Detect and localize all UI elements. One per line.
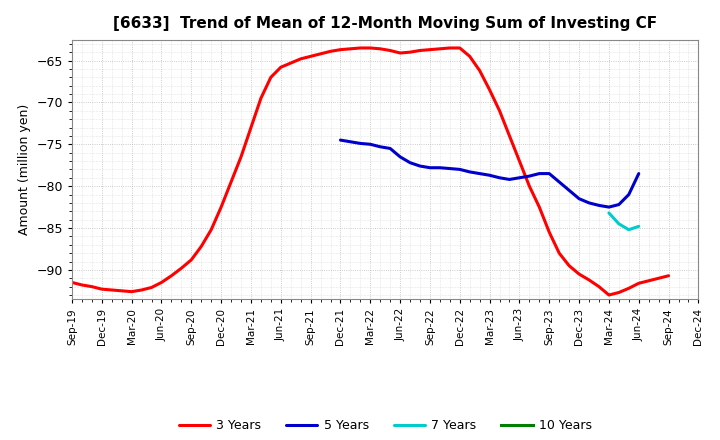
5 Years	[564, 188, 573, 193]
5 Years	[475, 171, 484, 176]
5 Years	[346, 139, 355, 144]
5 Years	[386, 146, 395, 151]
5 Years	[525, 173, 534, 179]
5 Years	[624, 192, 633, 197]
5 Years	[495, 175, 504, 180]
Title: [6633]  Trend of Mean of 12-Month Moving Sum of Investing CF: [6633] Trend of Mean of 12-Month Moving …	[113, 16, 657, 32]
Line: 7 Years: 7 Years	[609, 213, 639, 230]
5 Years	[555, 180, 564, 185]
5 Years	[356, 141, 364, 146]
5 Years	[595, 203, 603, 208]
5 Years	[575, 196, 583, 202]
5 Years	[615, 202, 624, 207]
5 Years	[634, 171, 643, 176]
5 Years	[515, 175, 523, 180]
7 Years	[605, 210, 613, 216]
3 Years	[68, 280, 76, 285]
5 Years	[605, 205, 613, 210]
5 Years	[366, 142, 374, 147]
3 Years	[207, 227, 215, 232]
5 Years	[446, 166, 454, 171]
3 Years	[356, 45, 364, 51]
3 Years	[396, 50, 405, 55]
3 Years	[605, 292, 613, 297]
5 Years	[465, 169, 474, 175]
Y-axis label: Amount (million yen): Amount (million yen)	[18, 104, 31, 235]
5 Years	[585, 200, 593, 205]
Legend: 3 Years, 5 Years, 7 Years, 10 Years: 3 Years, 5 Years, 7 Years, 10 Years	[174, 414, 597, 437]
5 Years	[505, 177, 514, 182]
5 Years	[396, 154, 405, 159]
3 Years	[436, 46, 444, 51]
5 Years	[336, 137, 345, 143]
3 Years	[665, 273, 673, 279]
5 Years	[456, 167, 464, 172]
Line: 3 Years: 3 Years	[72, 48, 669, 295]
3 Years	[595, 284, 603, 289]
5 Years	[406, 160, 415, 165]
5 Years	[376, 144, 384, 150]
7 Years	[615, 221, 624, 227]
5 Years	[535, 171, 544, 176]
5 Years	[485, 172, 494, 178]
5 Years	[436, 165, 444, 170]
Line: 5 Years: 5 Years	[341, 140, 639, 207]
3 Years	[276, 65, 285, 70]
3 Years	[187, 257, 196, 263]
7 Years	[624, 227, 633, 232]
5 Years	[415, 163, 424, 169]
5 Years	[545, 171, 554, 176]
7 Years	[634, 224, 643, 229]
5 Years	[426, 165, 434, 170]
